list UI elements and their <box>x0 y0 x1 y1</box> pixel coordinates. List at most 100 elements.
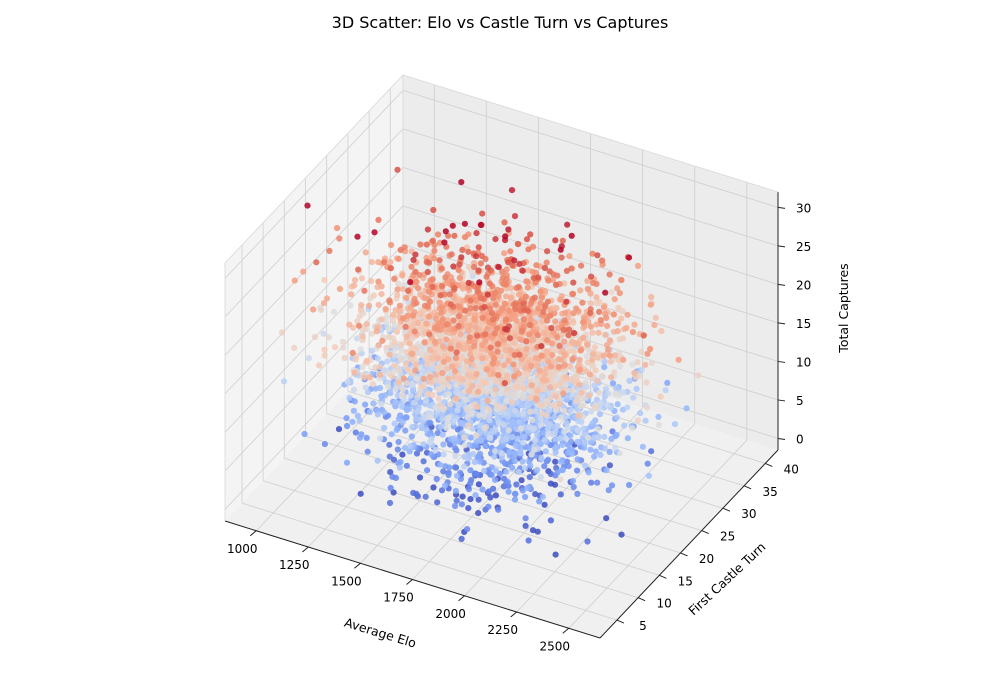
data-point <box>352 356 359 363</box>
data-point <box>564 221 571 228</box>
data-point <box>419 383 426 390</box>
data-point <box>501 427 508 434</box>
data-point <box>559 441 566 448</box>
x-tick-mark <box>562 627 570 634</box>
data-point <box>453 395 460 402</box>
data-point <box>534 466 541 473</box>
pane-edge <box>224 74 404 264</box>
data-point <box>492 467 499 474</box>
data-point <box>639 443 647 450</box>
data-point <box>549 276 557 284</box>
data-point <box>491 448 499 455</box>
data-point <box>468 409 475 417</box>
data-point <box>408 263 415 270</box>
data-point <box>497 353 504 360</box>
data-point <box>543 377 550 384</box>
data-point <box>459 285 467 292</box>
data-point <box>467 467 474 474</box>
data-point <box>527 231 534 238</box>
data-point <box>318 306 325 313</box>
data-point <box>420 458 427 465</box>
data-point <box>565 463 572 470</box>
data-point <box>375 278 382 285</box>
data-point <box>512 305 519 312</box>
x-tick-label: 1500 <box>331 574 362 588</box>
data-point <box>537 421 545 428</box>
data-point <box>538 343 545 350</box>
data-point <box>596 389 603 396</box>
x-tick-label: 2500 <box>540 639 571 653</box>
data-point <box>546 395 553 402</box>
data-point <box>376 363 383 370</box>
data-point <box>340 344 347 351</box>
data-point <box>541 501 548 508</box>
data-point <box>519 327 526 334</box>
data-point <box>527 300 534 308</box>
data-point <box>640 332 647 339</box>
data-point <box>377 435 384 442</box>
data-point <box>386 351 393 358</box>
data-point <box>493 376 500 384</box>
grid-line-z <box>402 167 779 285</box>
data-point <box>535 305 542 312</box>
data-point <box>585 434 592 441</box>
data-point <box>476 383 483 390</box>
data-point <box>563 298 570 305</box>
data-point <box>453 362 460 369</box>
data-point <box>458 501 465 508</box>
data-point <box>613 414 621 421</box>
data-point <box>439 369 446 377</box>
data-point <box>520 410 527 417</box>
data-point <box>471 263 478 271</box>
data-point <box>410 256 417 263</box>
data-point <box>614 328 621 335</box>
data-point <box>434 499 441 506</box>
data-point <box>602 289 609 296</box>
data-point <box>631 321 638 328</box>
data-point <box>649 359 656 366</box>
data-point <box>344 378 351 385</box>
data-point <box>346 321 353 328</box>
data-point <box>515 241 522 248</box>
data-point <box>413 278 420 285</box>
data-point <box>452 368 459 375</box>
data-point <box>391 275 398 282</box>
data-point <box>501 380 508 387</box>
data-point <box>538 410 545 417</box>
data-point <box>490 391 497 398</box>
data-point <box>450 263 457 270</box>
data-point <box>507 315 514 323</box>
data-point <box>531 446 538 453</box>
data-point <box>355 322 363 329</box>
data-point <box>482 442 489 450</box>
data-point <box>499 268 506 275</box>
data-point <box>278 329 286 336</box>
data-point <box>579 299 586 306</box>
data-point <box>530 336 537 343</box>
data-point <box>557 246 564 253</box>
data-point <box>509 391 516 398</box>
data-point <box>695 372 702 379</box>
data-point <box>470 450 477 457</box>
data-point <box>483 424 490 431</box>
data-point <box>458 179 465 186</box>
data-point <box>395 255 402 262</box>
data-point <box>356 417 363 424</box>
data-point <box>574 467 581 474</box>
data-point <box>335 426 343 433</box>
data-point <box>587 371 594 378</box>
data-point <box>357 490 364 497</box>
z-tick-label: 30 <box>796 201 811 215</box>
data-point <box>569 317 577 324</box>
data-point <box>437 378 444 386</box>
y-tick-label: 35 <box>762 485 777 499</box>
data-point <box>536 367 543 374</box>
data-point <box>291 344 298 351</box>
data-point <box>595 434 602 441</box>
y-tick-mark <box>637 597 646 602</box>
data-point <box>434 429 441 437</box>
data-point <box>362 384 369 391</box>
data-point <box>492 426 499 433</box>
data-point <box>375 216 382 223</box>
data-point <box>562 435 569 442</box>
